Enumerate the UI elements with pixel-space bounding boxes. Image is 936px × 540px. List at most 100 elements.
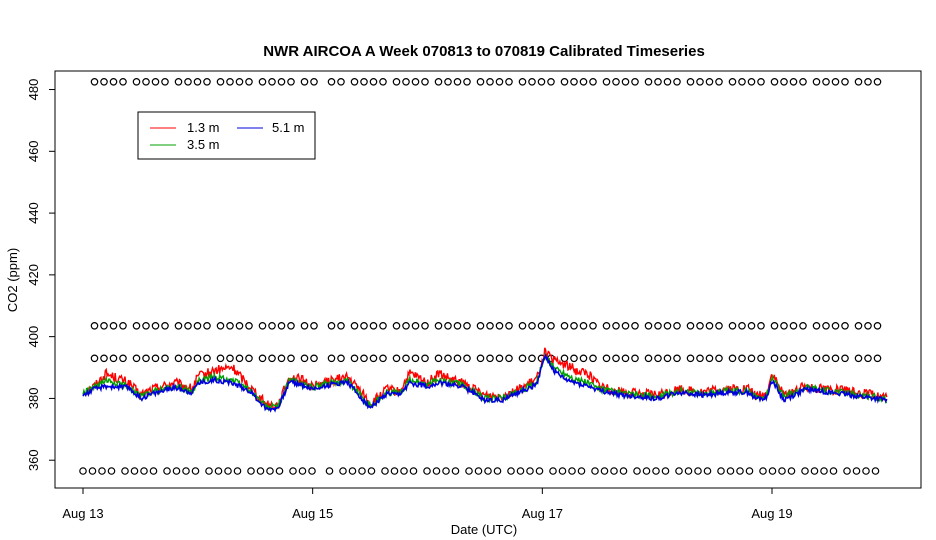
marker-row1-pt13 <box>226 321 234 330</box>
marker-row1-pt19 <box>287 321 295 330</box>
marker-row1-pt11 <box>203 321 211 330</box>
marker-row2-pt4 <box>132 354 141 363</box>
marker-row0-pt31 <box>421 78 429 86</box>
marker-row2-pt31 <box>421 354 429 363</box>
marker-row2-pt27 <box>379 354 387 363</box>
marker-row0-pt40 <box>518 78 527 86</box>
marker-row1-pt4 <box>132 321 141 330</box>
marker-row2-pt13 <box>226 354 234 363</box>
marker-row3-pt39 <box>493 467 502 475</box>
marker-row0-pt49 <box>612 78 620 86</box>
marker-row1-pt37 <box>486 321 494 330</box>
marker-row0-pt57 <box>696 78 704 86</box>
marker-row2-pt39 <box>505 354 513 363</box>
y-tick-label-5: 460 <box>26 140 41 162</box>
marker-row2-pt24 <box>350 354 359 363</box>
marker-row0-pt38 <box>495 78 504 86</box>
marker-row3-pt0 <box>79 467 87 475</box>
y-axis-title: CO2 (ppm) <box>5 248 20 312</box>
marker-row2-pt47 <box>589 354 597 363</box>
marker-row3-pt29 <box>390 467 399 475</box>
marker-row1-pt22 <box>327 321 336 330</box>
marker-row3-pt24 <box>339 467 347 475</box>
marker-row0-pt7 <box>161 78 169 86</box>
marker-row2-pt67 <box>799 354 807 363</box>
marker-row2-pt59 <box>715 354 723 363</box>
marker-row0-pt29 <box>402 78 410 86</box>
marker-row1-pt29 <box>402 321 410 330</box>
marker-row2-pt70 <box>831 354 840 363</box>
marker-row2-pt17 <box>268 354 276 363</box>
marker-row3-pt20 <box>289 467 297 475</box>
marker-row3-pt66 <box>778 467 786 475</box>
marker-row2-pt14 <box>235 354 244 363</box>
marker-row3-pt55 <box>661 467 670 475</box>
marker-row2-pt69 <box>822 354 830 363</box>
marker-row2-pt19 <box>287 354 295 363</box>
marker-row1-pt43 <box>547 321 555 330</box>
y-tick-label-1: 380 <box>26 388 41 410</box>
marker-row3-pt35 <box>451 467 460 475</box>
marker-row3-pt32 <box>423 467 431 475</box>
marker-row2-pt5 <box>142 354 150 363</box>
marker-row3-pt62 <box>736 467 744 475</box>
marker-row3-pt11 <box>191 467 200 475</box>
marker-row2-pt52 <box>644 354 653 363</box>
marker-row0-pt48 <box>602 78 611 86</box>
marker-row0-pt44 <box>560 78 569 86</box>
marker-row1-pt65 <box>780 321 788 330</box>
marker-row3-pt74 <box>862 467 870 475</box>
marker-row2-pt64 <box>770 354 779 363</box>
marker-row1-pt74 <box>873 321 882 330</box>
marker-row3-pt68 <box>801 467 809 475</box>
marker-row3-pt8 <box>163 467 171 475</box>
marker-row0-pt23 <box>337 78 345 86</box>
marker-row1-pt30 <box>411 321 420 330</box>
marker-row1-pt55 <box>673 321 681 330</box>
marker-row0-pt13 <box>226 78 234 86</box>
marker-row3-pt60 <box>717 467 725 475</box>
marker-row0-pt37 <box>486 78 494 86</box>
marker-row1-pt9 <box>184 321 192 330</box>
marker-row2-pt48 <box>602 354 611 363</box>
marker-row2-pt34 <box>453 354 462 363</box>
marker-row0-pt73 <box>864 78 872 86</box>
marker-row0-pt51 <box>631 78 639 86</box>
marker-row2-pt58 <box>705 354 714 363</box>
marker-row1-pt18 <box>277 321 286 330</box>
marker-row0-pt8 <box>174 78 183 86</box>
marker-row0-pt20 <box>300 78 309 86</box>
marker-row0-pt35 <box>463 78 471 86</box>
marker-row3-pt22 <box>308 467 316 475</box>
marker-row1-pt7 <box>161 321 169 330</box>
marker-row3-pt52 <box>633 467 641 475</box>
marker-row1-pt60 <box>728 321 737 330</box>
marker-row3-pt46 <box>568 467 576 475</box>
marker-row0-pt58 <box>705 78 714 86</box>
marker-row2-pt8 <box>174 354 183 363</box>
marker-row0-pt10 <box>193 78 202 86</box>
marker-row2-pt49 <box>612 354 620 363</box>
marker-row2-pt55 <box>673 354 681 363</box>
marker-row0-pt69 <box>822 78 830 86</box>
marker-row2-pt12 <box>216 354 225 363</box>
marker-row2-pt33 <box>444 354 452 363</box>
marker-row1-pt36 <box>476 321 485 330</box>
marker-row1-pt38 <box>495 321 504 330</box>
marker-row3-pt16 <box>247 467 255 475</box>
marker-row2-pt65 <box>780 354 788 363</box>
marker-row0-pt43 <box>547 78 555 86</box>
marker-row2-pt25 <box>360 354 368 363</box>
marker-row0-pt3 <box>119 78 127 86</box>
marker-row3-pt42 <box>526 467 534 475</box>
marker-row2-pt9 <box>184 354 192 363</box>
marker-row2-pt6 <box>151 354 160 363</box>
marker-row1-pt51 <box>631 321 639 330</box>
marker-row1-pt25 <box>360 321 368 330</box>
marker-row3-pt67 <box>787 467 796 475</box>
y-tick-label-0: 360 <box>26 449 41 471</box>
marker-row0-pt26 <box>369 78 378 86</box>
marker-row2-pt73 <box>864 354 872 363</box>
marker-row2-pt62 <box>747 354 756 363</box>
